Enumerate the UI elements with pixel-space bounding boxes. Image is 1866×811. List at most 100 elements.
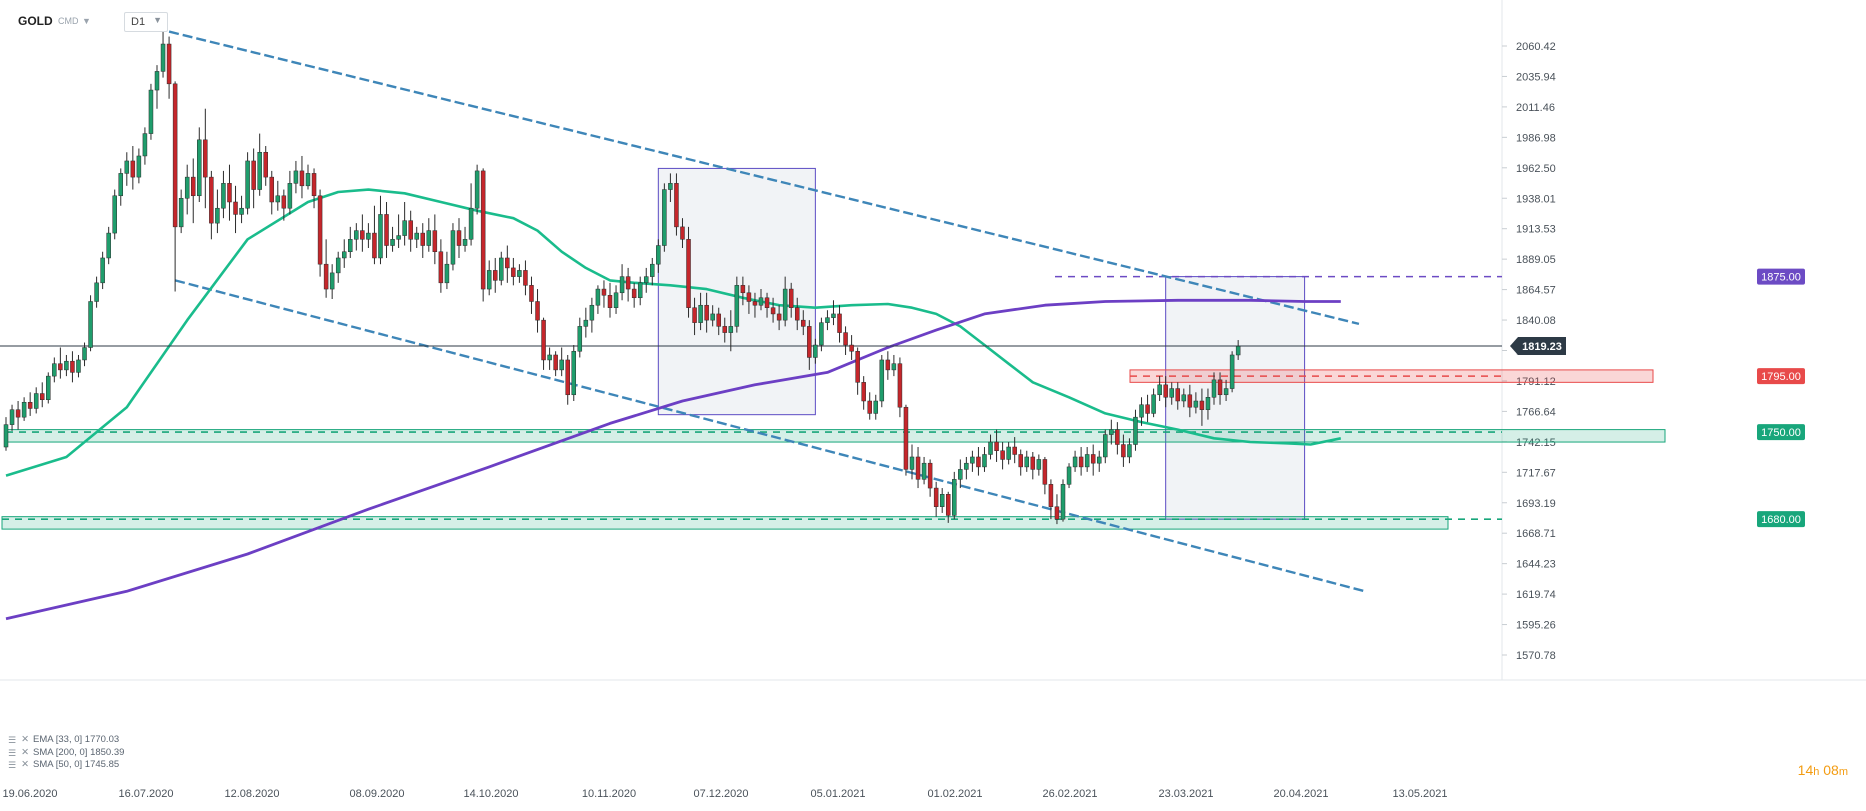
candle-body [631, 288, 637, 299]
candle-body [1157, 384, 1162, 396]
candle-body [70, 360, 75, 373]
legend-label: SMA [200, 0] 1850.39 [33, 746, 125, 758]
candle-body [1139, 404, 1144, 418]
candle-body [704, 304, 709, 321]
candle-body [782, 288, 788, 321]
candle-body [281, 195, 287, 209]
candle-body [945, 494, 951, 516]
candle-body [1000, 450, 1005, 460]
candle-body [619, 276, 625, 294]
candle-body [728, 326, 734, 333]
candle-body [1036, 459, 1042, 470]
x-tick-label: 01.02.2021 [927, 788, 982, 800]
x-tick-label: 07.12.2020 [693, 788, 748, 800]
candle-body [529, 285, 534, 302]
candle-body [837, 313, 842, 333]
candle-body [166, 43, 172, 85]
candle-body [46, 375, 51, 401]
candle-body [33, 393, 39, 409]
candle-body [535, 301, 540, 321]
candle-body [788, 288, 794, 308]
candle-body [269, 176, 275, 203]
candle-body [547, 354, 552, 361]
candle-body [891, 363, 897, 371]
candle-body [414, 232, 419, 240]
candle-body [27, 401, 33, 409]
candle-body [1024, 456, 1030, 468]
candle-body [360, 230, 365, 240]
close-icon[interactable]: ✕ [21, 746, 30, 758]
candle-body [613, 292, 619, 308]
level-label: 1680.00 [1761, 514, 1801, 526]
symbol-label[interactable]: GOLD [18, 14, 53, 28]
settings-icon[interactable]: ☰ [8, 747, 16, 758]
candle-body [444, 263, 450, 284]
candle-body [716, 313, 721, 327]
candle-body [474, 170, 480, 209]
current-price-badge [1510, 336, 1566, 355]
candle-body [861, 382, 866, 402]
candle-body [287, 183, 293, 209]
close-icon[interactable]: ✕ [21, 734, 30, 745]
candle-body [1060, 484, 1066, 520]
candle-body [1018, 454, 1023, 468]
candle-body [136, 155, 142, 178]
consolidation-box [1165, 276, 1306, 520]
candle-body [426, 230, 432, 246]
y-tick-label: 1766.64 [1516, 406, 1556, 418]
candle-body [819, 322, 824, 346]
candle-body [958, 469, 963, 480]
candle-body [1217, 379, 1223, 396]
close-icon[interactable]: ✕ [21, 759, 30, 770]
timer-minutes: 08 [1823, 762, 1839, 778]
candle-body [794, 307, 800, 321]
y-tick-label: 1693.19 [1516, 498, 1556, 510]
candle-body [311, 173, 317, 197]
source-label[interactable]: CMD [58, 16, 79, 26]
y-tick-label: 1840.08 [1516, 315, 1556, 327]
candle-body [118, 173, 124, 197]
candle-body [752, 301, 758, 306]
candle-body [348, 239, 353, 252]
candle-body [492, 270, 498, 281]
candle-body [190, 176, 196, 197]
candle-body [1084, 454, 1090, 468]
settings-icon[interactable]: ☰ [8, 760, 16, 770]
candle-body [982, 454, 987, 468]
candle-body [245, 160, 250, 209]
candle-body [275, 195, 281, 203]
legend-row-sma50[interactable]: ☰ ✕ SMA [50, 0] 1745.85 [8, 759, 124, 772]
candle-body [462, 239, 468, 246]
candle-body [39, 393, 45, 401]
candle-body [746, 292, 752, 302]
legend-row-sma200[interactable]: ☰ ✕ SMA [200, 0] 1850.39 [8, 747, 124, 760]
candle-body [221, 183, 226, 209]
candle-body [58, 363, 63, 371]
candle-body [722, 326, 728, 333]
timer-hours-unit: h [1813, 766, 1820, 778]
candle-body [1187, 394, 1193, 408]
candle-body [601, 288, 607, 296]
y-tick-label: 2035.94 [1516, 71, 1556, 83]
legend-label: SMA [50, 0] 1745.85 [33, 759, 120, 770]
candle-body [305, 173, 311, 187]
candle-body [770, 307, 776, 315]
candle-body [885, 359, 891, 371]
candle-body [710, 313, 715, 321]
source-dropdown-icon[interactable]: ▼ [82, 16, 91, 26]
candle-body [843, 332, 848, 346]
candle-body [643, 276, 649, 284]
candle-body [903, 406, 909, 470]
legend-row-ema33[interactable]: ☰ ✕ EMA [33, 0] 1770.03 [8, 734, 124, 747]
candle-body [15, 409, 21, 418]
settings-icon[interactable]: ☰ [8, 735, 16, 745]
candle-body [1121, 444, 1126, 458]
timeframe-select[interactable]: D1 ▼ [124, 12, 169, 32]
candle-body [541, 319, 546, 361]
candle-body [674, 183, 679, 228]
candle-body [662, 189, 667, 246]
candle-body [9, 409, 15, 425]
candle-body [1223, 388, 1229, 396]
x-tick-label: 13.05.2021 [1392, 788, 1447, 800]
